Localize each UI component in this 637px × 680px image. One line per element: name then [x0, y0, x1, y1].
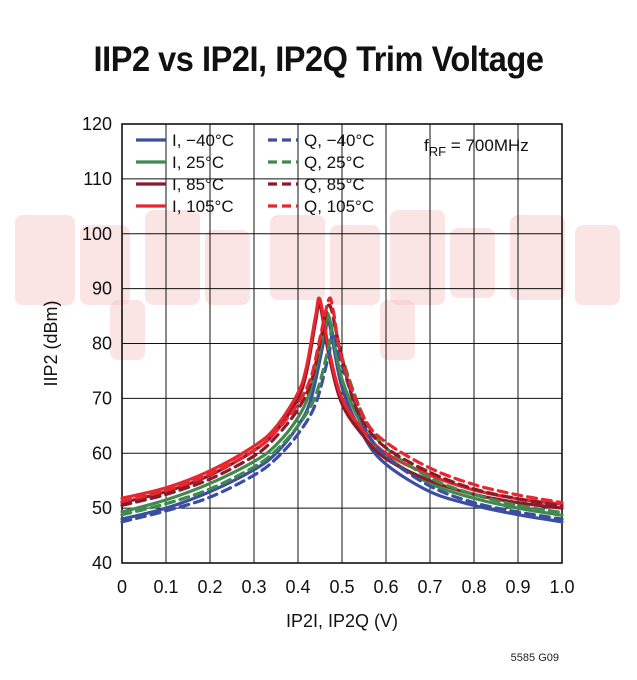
y-tick-label: 50 [92, 498, 112, 518]
watermark-blotch [510, 215, 565, 300]
x-tick-label: 1.0 [549, 577, 574, 597]
legend-label: Q, 105°C [304, 197, 374, 216]
y-axis-label: IIP2 (dBm) [41, 300, 61, 386]
x-tick-label: 0.8 [461, 577, 486, 597]
x-tick-label: 0.1 [153, 577, 178, 597]
legend-label: I, −40°C [172, 131, 234, 150]
x-tick-label: 0.6 [373, 577, 398, 597]
watermark-blotch [110, 300, 145, 360]
series-line [120, 319, 564, 517]
y-tick-label: 40 [92, 553, 112, 573]
y-tick-label: 120 [82, 114, 112, 134]
legend-label: I, 25°C [172, 153, 224, 172]
x-tick-label: 0.7 [417, 577, 442, 597]
frequency-annotation: fRF = 700MHz [424, 136, 529, 159]
watermark-blotch [575, 225, 620, 305]
chart-title: IIP2 vs IP2I, IP2Q Trim Voltage [93, 40, 544, 79]
legend-label: I, 105°C [172, 197, 234, 216]
figure-id: 5585 G09 [510, 652, 559, 664]
y-tick-label: 110 [83, 169, 112, 189]
watermark-blotch [450, 228, 495, 298]
plot-frame [121, 123, 563, 564]
y-tick-label: 60 [92, 443, 112, 463]
y-tick-label: 100 [82, 224, 112, 244]
watermark-blotch [15, 215, 75, 305]
x-tick-label: 0.5 [329, 577, 354, 597]
watermark-blotch [205, 230, 250, 305]
legend-label: Q, −40°C [304, 131, 375, 150]
watermark-blotch [80, 225, 130, 305]
x-tick-label: 0.3 [241, 577, 266, 597]
y-tick-label: 80 [92, 334, 112, 354]
x-tick-label: 0 [117, 577, 127, 597]
x-axis-label: IP2I, IP2Q (V) [286, 611, 398, 631]
series-line [120, 296, 564, 506]
series-line [120, 296, 564, 505]
series-line [120, 330, 564, 524]
watermark-blotch [380, 300, 415, 360]
legend-label: Q, 25°C [304, 153, 365, 172]
series-line [120, 303, 564, 508]
y-tick-label: 90 [92, 279, 112, 299]
x-tick-label: 0.2 [197, 577, 222, 597]
y-tick-label: 70 [92, 388, 112, 408]
legend-label: Q, 85°C [304, 175, 365, 194]
x-tick-label: 0.4 [285, 577, 310, 597]
x-tick-label: 0.9 [505, 577, 530, 597]
legend-label: I, 85°C [172, 175, 224, 194]
